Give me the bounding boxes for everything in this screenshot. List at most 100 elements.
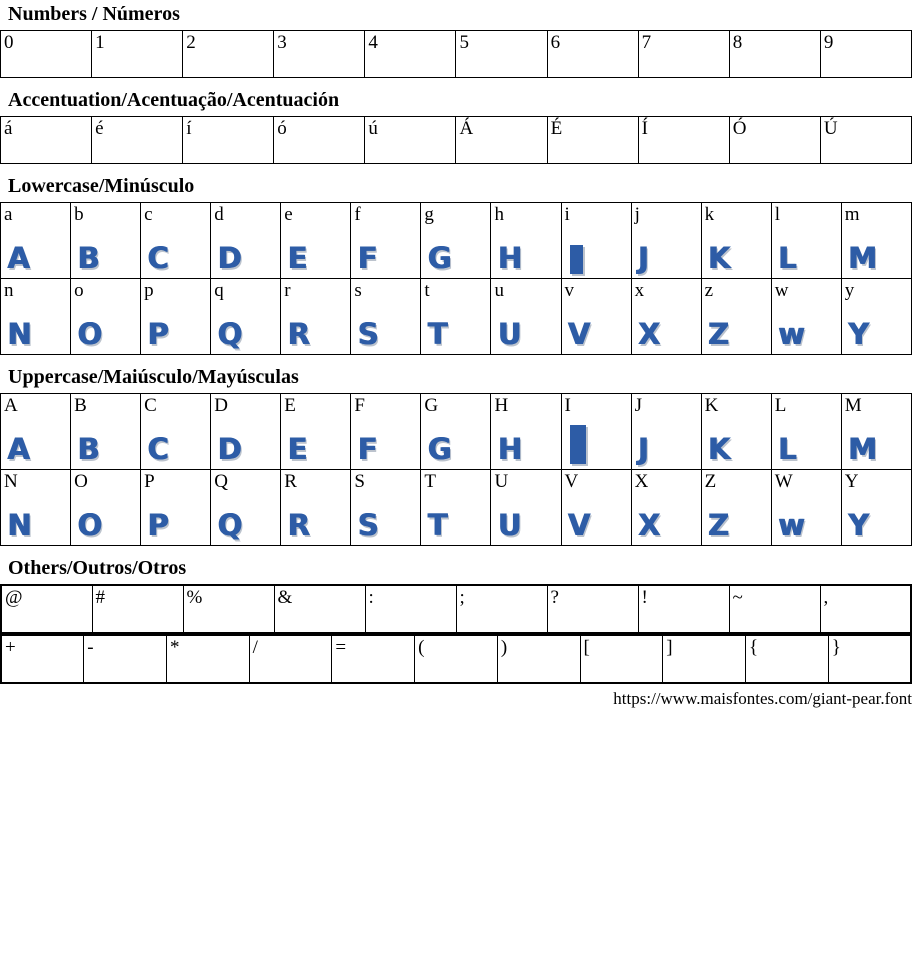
char-cell: 4 <box>364 30 457 78</box>
cell-char-label: ? <box>550 587 559 608</box>
char-cell: { <box>744 634 829 684</box>
cell-font-glyph: Y <box>847 317 869 351</box>
cell-font-glyph: G <box>427 432 452 466</box>
cell-char-label: n <box>4 280 14 301</box>
cell-font-glyph: V <box>567 508 590 542</box>
char-cell: É <box>546 116 639 164</box>
cell-char-label: E <box>284 395 296 416</box>
cell-font-glyph: Y <box>847 508 869 542</box>
cell-char-label: q <box>214 280 224 301</box>
cell-char-label: G <box>424 395 439 416</box>
char-row: @ #% &:;?! ~, <box>0 584 912 634</box>
cell-font-glyph: K <box>707 432 731 466</box>
cell-font-glyph: G <box>427 241 452 275</box>
cell-font-glyph: U <box>497 508 521 542</box>
section-title-uppercase: Uppercase/Maiúsculo/Mayúsculas <box>8 366 299 388</box>
cell-char-label: p <box>144 280 154 301</box>
cell-char-label: v <box>564 280 575 301</box>
cell-char-label: e <box>284 204 293 225</box>
char-cell: ( <box>414 634 498 684</box>
cell-font-glyph: w <box>777 317 805 351</box>
cell-char-label: B <box>74 395 87 416</box>
cell-char-label: Z <box>704 471 717 492</box>
char-cell: í <box>182 116 275 164</box>
cell-char-label: K <box>704 395 719 416</box>
cell-font-glyph: R <box>287 508 310 542</box>
cell-font-glyph: T <box>427 317 448 351</box>
cell-char-label: 7 <box>641 32 652 53</box>
cell-font-glyph: M <box>847 241 877 275</box>
cell-char-label: j <box>634 204 640 225</box>
cell-font-glyph: L <box>777 432 797 466</box>
char-cell: Í <box>637 116 730 164</box>
cell-font-glyph: Z <box>707 317 729 351</box>
cell-char-label: , <box>823 587 829 608</box>
cell-char-label: F <box>354 395 365 416</box>
cell-char-label: J <box>634 395 642 416</box>
cell-font-glyph: K <box>707 241 731 275</box>
section-title-lowercase: Lowercase/Minúsculo <box>8 175 195 197</box>
solid-bar-glyph <box>569 425 586 464</box>
cell-char-label: P <box>144 471 155 492</box>
others-symbols-table-2: + - * / = () [] {} <box>0 634 912 684</box>
cell-font-glyph: S <box>357 317 379 351</box>
solid-bar-glyph <box>569 245 583 274</box>
cell-char-label: V <box>564 471 579 492</box>
cell-char-label: N <box>4 471 18 492</box>
cell-char-label: D <box>214 395 228 416</box>
cell-char-label: [ <box>583 637 590 658</box>
char-cell: = <box>331 634 416 684</box>
cell-char-label: t <box>424 280 430 301</box>
cell-char-label: f <box>354 204 361 225</box>
cell-char-label: C <box>144 395 157 416</box>
cell-font-glyph: B <box>77 432 100 466</box>
cell-char-label: U <box>494 471 509 492</box>
char-cell: : <box>364 584 457 634</box>
cell-char-label: x <box>634 280 645 301</box>
char-cell: + <box>0 634 85 684</box>
cell-font-glyph: Z <box>707 508 729 542</box>
cell-char-label: é <box>95 118 104 139</box>
char-cell: - <box>83 634 167 684</box>
cell-font-glyph: F <box>357 241 378 275</box>
char-row: 0 1 2 3 4 5 6 7 8 9 <box>0 30 913 78</box>
char-cell: ! <box>637 584 730 634</box>
cell-char-label: M <box>844 395 862 416</box>
char-cell: Ú <box>819 116 913 164</box>
cell-font-glyph: P <box>147 508 169 542</box>
cell-font-glyph: C <box>147 432 169 466</box>
cell-font-glyph: X <box>637 317 660 351</box>
char-cell: 6 <box>546 30 639 78</box>
